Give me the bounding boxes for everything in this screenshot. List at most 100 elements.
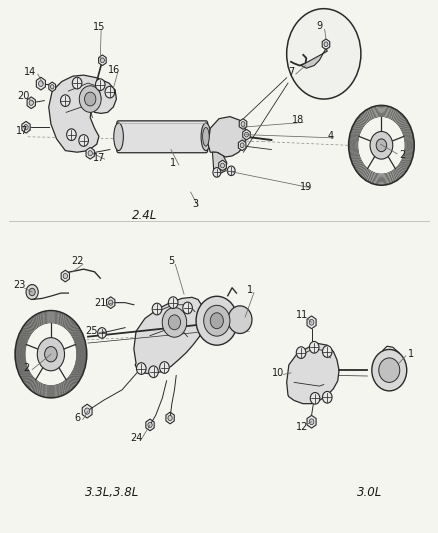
Text: 6: 6 — [74, 413, 80, 423]
Circle shape — [310, 392, 320, 404]
Circle shape — [370, 132, 393, 159]
Polygon shape — [243, 130, 250, 140]
Circle shape — [168, 415, 172, 421]
Polygon shape — [106, 297, 115, 309]
Circle shape — [29, 288, 35, 296]
Circle shape — [220, 163, 224, 168]
Circle shape — [39, 81, 43, 86]
Text: 19: 19 — [300, 182, 312, 192]
Ellipse shape — [203, 127, 209, 146]
Text: 17: 17 — [93, 152, 105, 163]
Circle shape — [168, 315, 180, 330]
Polygon shape — [212, 152, 227, 174]
Circle shape — [85, 408, 90, 414]
Circle shape — [159, 362, 169, 373]
Polygon shape — [307, 415, 316, 428]
Circle shape — [244, 132, 248, 137]
Polygon shape — [99, 55, 106, 66]
Text: 2.4L: 2.4L — [132, 209, 157, 222]
Circle shape — [149, 366, 158, 377]
Circle shape — [79, 86, 101, 112]
Polygon shape — [301, 49, 327, 68]
Polygon shape — [134, 297, 205, 374]
Circle shape — [79, 135, 88, 147]
Circle shape — [67, 129, 76, 141]
Text: 11: 11 — [296, 310, 308, 320]
FancyBboxPatch shape — [117, 121, 208, 153]
Polygon shape — [49, 75, 117, 152]
Circle shape — [241, 122, 245, 126]
Circle shape — [183, 302, 192, 314]
Circle shape — [45, 346, 57, 362]
Circle shape — [63, 273, 67, 279]
Ellipse shape — [228, 306, 252, 334]
Circle shape — [37, 337, 64, 371]
Circle shape — [60, 95, 70, 107]
Ellipse shape — [204, 305, 230, 336]
Text: 22: 22 — [71, 256, 83, 266]
Ellipse shape — [379, 358, 400, 382]
Polygon shape — [238, 140, 246, 151]
Polygon shape — [322, 39, 330, 50]
Text: 3: 3 — [192, 199, 198, 209]
Circle shape — [88, 151, 92, 156]
Circle shape — [296, 347, 306, 359]
Circle shape — [72, 77, 82, 89]
Text: 24: 24 — [130, 433, 142, 443]
Text: 14: 14 — [24, 68, 36, 77]
Polygon shape — [36, 77, 46, 90]
Polygon shape — [49, 82, 56, 92]
Circle shape — [26, 285, 38, 300]
Text: 1: 1 — [408, 349, 414, 359]
Circle shape — [309, 342, 319, 353]
Text: 15: 15 — [93, 22, 105, 33]
Text: 3.3L,3.8L: 3.3L,3.8L — [85, 486, 139, 499]
Ellipse shape — [210, 313, 223, 329]
Ellipse shape — [196, 296, 237, 345]
Circle shape — [85, 92, 96, 106]
Circle shape — [50, 85, 54, 89]
Circle shape — [376, 139, 387, 152]
Circle shape — [105, 86, 115, 98]
Text: 2: 2 — [399, 150, 406, 160]
Circle shape — [162, 308, 187, 337]
Polygon shape — [208, 117, 246, 157]
Text: 17: 17 — [15, 126, 28, 136]
Circle shape — [287, 9, 361, 99]
Ellipse shape — [372, 350, 407, 391]
Circle shape — [309, 419, 314, 425]
Polygon shape — [146, 419, 154, 431]
Text: 10: 10 — [272, 368, 284, 378]
Polygon shape — [287, 344, 339, 403]
Text: 1: 1 — [170, 158, 176, 168]
Text: 16: 16 — [108, 65, 120, 75]
Circle shape — [213, 167, 221, 177]
Polygon shape — [219, 160, 226, 171]
Text: 20: 20 — [17, 91, 30, 101]
Polygon shape — [61, 270, 70, 282]
Circle shape — [109, 300, 113, 305]
Text: 1: 1 — [247, 286, 253, 295]
Circle shape — [227, 166, 235, 175]
Circle shape — [152, 303, 162, 315]
Circle shape — [322, 391, 332, 403]
Circle shape — [29, 100, 33, 106]
Circle shape — [100, 58, 104, 63]
Text: 5: 5 — [168, 256, 174, 266]
Polygon shape — [27, 97, 35, 109]
Text: 12: 12 — [296, 422, 308, 432]
Polygon shape — [239, 119, 247, 130]
Text: 21: 21 — [94, 297, 106, 308]
Text: 9: 9 — [316, 21, 322, 31]
Text: 2: 2 — [23, 362, 29, 373]
Polygon shape — [82, 404, 92, 418]
Circle shape — [98, 328, 106, 338]
Text: 3.0L: 3.0L — [357, 486, 382, 499]
Text: 18: 18 — [291, 115, 304, 125]
Polygon shape — [166, 412, 174, 424]
Circle shape — [148, 422, 152, 427]
Polygon shape — [86, 148, 94, 159]
Ellipse shape — [114, 123, 124, 151]
Text: 23: 23 — [13, 280, 25, 290]
Circle shape — [324, 42, 328, 47]
